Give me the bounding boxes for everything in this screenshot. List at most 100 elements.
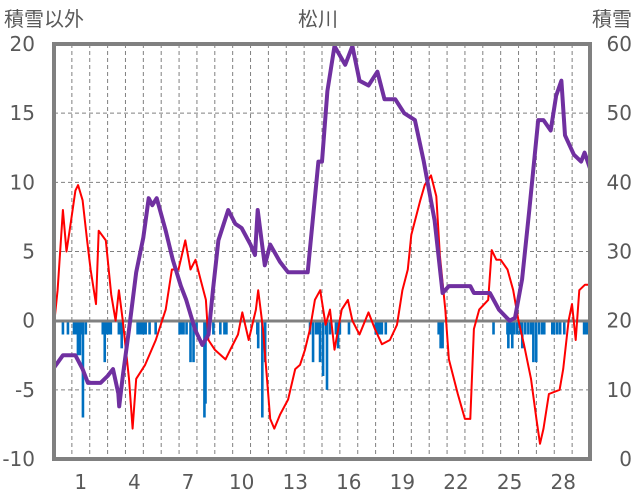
left-tick-label: -10: [2, 447, 35, 471]
precipitation-bar: [78, 320, 82, 356]
precipitation-bar: [256, 320, 260, 349]
precipitation-bar: [311, 320, 315, 363]
precipitation-bar: [180, 320, 183, 335]
precipitation-bar: [529, 320, 533, 335]
precipitation-bar: [223, 320, 226, 335]
left-tick-label: 10: [10, 170, 35, 194]
precipitation-bar: [338, 320, 342, 335]
precipitation-bar: [515, 320, 519, 335]
precipitation-bar: [524, 320, 527, 335]
precipitation-bar: [347, 320, 351, 335]
precipitation-bar: [510, 320, 514, 349]
left-tick-label: 20: [10, 32, 35, 56]
precipitation-bar: [439, 320, 442, 349]
left-axis-title: 積雪以外: [4, 7, 84, 31]
precipitation-bar: [437, 320, 440, 335]
precipitation-bar: [534, 320, 538, 363]
precipitation-bar: [140, 320, 144, 335]
precipitation-bar: [562, 320, 566, 335]
precipitation-bar: [178, 320, 181, 335]
precipitation-bar: [66, 320, 70, 335]
x-tick-labels: 1 4 7 10 13 16 19 22 25 28: [74, 470, 575, 494]
x-tick-label: 10: [229, 470, 254, 494]
precipitation-bar: [316, 320, 320, 335]
precipitation-bar: [507, 320, 510, 349]
x-tick-label: 7: [182, 470, 195, 494]
precipitation-bar: [378, 320, 382, 335]
precipitation-bar: [509, 320, 512, 335]
precipitation-bar: [556, 320, 559, 335]
precipitation-bar: [551, 320, 554, 335]
precipitation-bar: [109, 320, 113, 335]
left-tick-label: -5: [15, 378, 35, 402]
precipitation-bar: [261, 320, 264, 418]
precipitation-bar: [72, 320, 76, 335]
precipitation-bar: [103, 320, 107, 363]
precipitation-bar: [376, 320, 380, 335]
precipitation-bars: [61, 320, 590, 418]
right-tick-label: 50: [607, 101, 632, 125]
right-tick-label: 0: [619, 447, 632, 471]
right-tick-label: 60: [607, 32, 632, 56]
precipitation-bar: [61, 320, 65, 335]
x-tick-label: 19: [390, 470, 415, 494]
gridlines: [54, 44, 590, 459]
precipitation-bar: [219, 320, 222, 335]
snow-depth-line: [52, 44, 592, 409]
precipitation-bar: [314, 320, 318, 335]
precipitation-bar: [195, 320, 198, 335]
precipitation-bar: [225, 320, 228, 335]
precipitation-bar: [192, 320, 195, 363]
precipitation-bar: [318, 320, 322, 363]
precipitation-bar: [144, 320, 147, 335]
left-tick-label: 5: [22, 240, 35, 264]
precipitation-bar: [552, 320, 556, 335]
plot-frame: [52, 42, 592, 461]
precipitation-bar: [321, 320, 325, 376]
precipitation-bar: [84, 320, 88, 335]
precipitation-bar: [204, 320, 207, 404]
precipitation-bar: [542, 320, 546, 335]
precipitation-bar: [334, 320, 338, 335]
right-tick-label: 30: [607, 240, 632, 264]
precipitation-bar: [148, 320, 151, 335]
precipitation-bar: [537, 320, 541, 335]
temperature-line: [53, 174, 590, 445]
precipitation-bar: [325, 320, 329, 390]
precipitation-bar: [142, 320, 145, 335]
precipitation-bar: [513, 320, 516, 335]
precipitation-bar: [138, 320, 142, 335]
precipitation-bar: [185, 320, 188, 335]
precipitation-bar: [263, 320, 267, 363]
left-tick-labels: 20 15 10 5 0 -5 -10: [2, 32, 35, 471]
x-tick-label: 25: [497, 470, 522, 494]
x-tick-label: 4: [128, 470, 141, 494]
precipitation-bar: [101, 320, 105, 335]
right-axis-title: 積雪: [592, 7, 632, 31]
precipitation-bar: [532, 320, 535, 363]
precipitation-bar: [582, 320, 586, 335]
x-tick-label: 1: [74, 470, 87, 494]
left-tick-label: 15: [10, 101, 35, 125]
precipitation-bar: [374, 320, 378, 335]
precipitation-bar: [74, 320, 78, 335]
precipitation-bar: [540, 320, 544, 335]
left-tick-label: 0: [22, 309, 35, 333]
precipitation-bar: [182, 320, 185, 335]
x-tick-label: 22: [443, 470, 468, 494]
precipitation-bar: [136, 320, 139, 335]
series-lines: [52, 44, 592, 445]
precipitation-bar: [120, 320, 124, 349]
chart-title: 松川: [298, 7, 338, 31]
precipitation-bar: [492, 320, 495, 335]
right-tick-label: 40: [607, 170, 632, 194]
precipitation-bar: [105, 320, 109, 335]
right-tick-labels: 60 50 40 30 20 10 0: [607, 32, 632, 471]
precipitation-bar: [441, 320, 444, 349]
precipitation-bar: [584, 320, 588, 335]
right-tick-label: 20: [607, 309, 632, 333]
precipitation-bar: [189, 320, 192, 363]
precipitation-bar: [328, 320, 332, 335]
precipitation-bar: [384, 320, 388, 335]
